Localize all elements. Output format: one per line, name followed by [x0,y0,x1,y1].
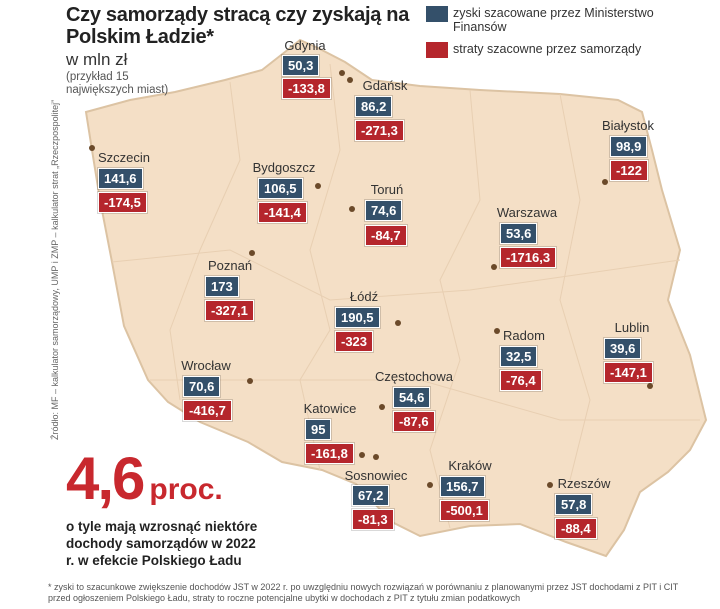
loss-value: -133,8 [282,78,331,99]
city-name: Częstochowa [374,369,454,384]
city-dot-icon [349,206,355,212]
highlight-unit: proc. [149,473,223,506]
city-name: Sosnowiec [344,468,408,483]
legend: zyski szacowane przez Ministerstwo Finan… [426,6,703,66]
loss-value: -174,5 [98,192,147,213]
legend-gains-label: zyski szacowane przez Ministerstwo Finan… [453,6,654,34]
gains-swatch [426,6,448,22]
legend-losses-label: straty szacowne przez samorządy [453,42,642,56]
city-name: Rzeszów [557,476,611,491]
loss-value: -122 [610,160,649,181]
gain-value: 39,6 [604,338,642,359]
loss-value: -500,1 [440,500,489,521]
city-dot-icon [647,383,653,389]
city-name: Katowice [303,401,357,416]
unit-label: w mln zł [66,50,128,69]
city-dot-icon [379,404,385,410]
gain-value: 32,5 [500,346,538,367]
gain-value: 86,2 [355,96,393,117]
city-name: Toruń [370,182,404,197]
city-name: Łódź [349,289,379,304]
loss-value: -81,3 [352,509,394,530]
city-dot-icon [339,70,345,76]
city-name: Gdańsk [362,78,408,93]
poland-outline [84,38,708,558]
loss-value: -141,4 [258,202,307,223]
city-dot-icon [494,328,500,334]
gain-value: 190,5 [335,307,380,328]
loss-value: -76,4 [500,370,542,391]
legend-losses: straty szacowne przez samorządy [426,42,703,58]
footnote: * zyski to szacunkowe zwiększenie dochod… [48,582,679,603]
city-name: Poznań [207,258,253,273]
city-dot-icon [491,264,497,270]
gain-value: 70,6 [183,376,221,397]
loss-value: -161,8 [305,443,354,464]
city-dot-icon [315,183,321,189]
gain-value: 53,6 [500,223,538,244]
legend-gains: zyski szacowane przez Ministerstwo Finan… [426,6,703,34]
city-name: Wrocław [181,358,231,373]
loss-value: -327,1 [205,300,254,321]
gain-value: 54,6 [393,387,431,408]
city-name: Warszawa [496,205,558,220]
loss-value: -88,4 [555,518,597,539]
city-dot-icon [89,145,95,151]
region-borders [111,63,700,529]
loss-value: -271,3 [355,120,404,141]
city-dot-icon [395,320,401,326]
gain-value: 57,8 [555,494,593,515]
subtitle: (przykład 15 największych miast) [66,71,169,96]
loss-value: -323 [335,331,374,352]
highlight-number: 4,6 [66,445,145,512]
loss-value: -1716,3 [500,247,557,268]
city-name: Bydgoszcz [252,160,316,175]
gain-value: 50,3 [282,55,320,76]
gain-value: 98,9 [610,136,648,157]
map-title: Czy samorządy stracą czy zyskają na Pols… [66,4,410,48]
city-dot-icon [373,454,379,460]
gain-value: 156,7 [440,476,485,497]
city-name: Lublin [614,320,650,335]
city-name: Radom [503,328,545,343]
city-name: Białystok [601,118,655,133]
city-dot-icon [347,77,353,83]
city-dot-icon [602,179,608,185]
gain-value: 141,6 [98,168,143,189]
city-name: Gdynia [284,38,326,53]
city-dot-icon [359,452,365,458]
gain-value: 95 [305,419,332,440]
city-name: Kraków [448,458,492,473]
gain-value: 106,5 [258,178,303,199]
loss-value: -416,7 [183,400,232,421]
source-note: Źródło: MF – kalkulator samorządowy, UMP… [50,99,60,440]
gain-value: 67,2 [352,485,390,506]
highlight-text: o tyle mają wzrosnąć niektóre dochody sa… [66,519,258,568]
gain-value: 173 [205,276,239,297]
city-name: Szczecin [97,150,151,165]
loss-value: -147,1 [604,362,653,383]
city-dot-icon [547,482,553,488]
city-dot-icon [247,378,253,384]
city-dot-icon [427,482,433,488]
gain-value: 74,6 [365,200,403,221]
highlight-value: 4,6 proc. [66,446,223,523]
loss-value: -84,7 [365,225,407,246]
city-dot-icon [249,250,255,256]
losses-swatch [426,42,448,58]
loss-value: -87,6 [393,411,435,432]
